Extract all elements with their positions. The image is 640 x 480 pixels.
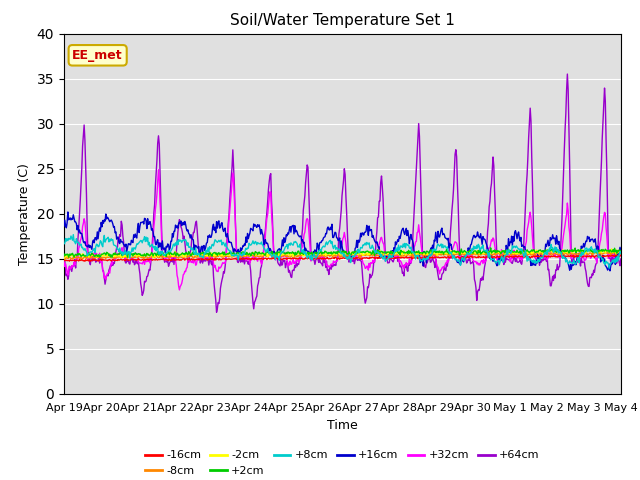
Legend: -16cm, -8cm, -2cm, +2cm, +8cm, +16cm, +32cm, +64cm: -16cm, -8cm, -2cm, +2cm, +8cm, +16cm, +3… xyxy=(141,446,544,480)
Text: EE_met: EE_met xyxy=(72,49,123,62)
Title: Soil/Water Temperature Set 1: Soil/Water Temperature Set 1 xyxy=(230,13,455,28)
X-axis label: Time: Time xyxy=(327,419,358,432)
Y-axis label: Temperature (C): Temperature (C) xyxy=(18,163,31,264)
